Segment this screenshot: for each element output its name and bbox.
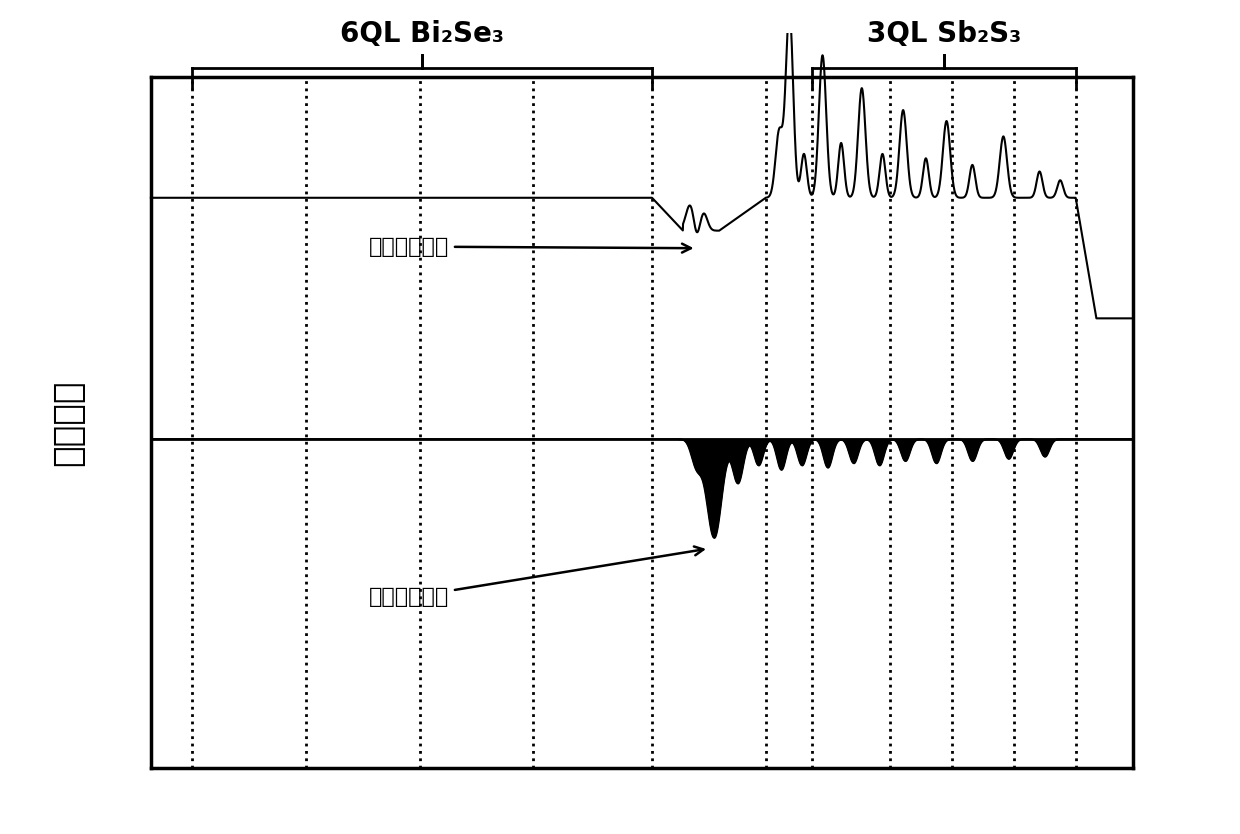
Text: 3QL Sb₂S₃: 3QL Sb₂S₃: [867, 20, 1021, 48]
Text: 电荷密度: 电荷密度: [51, 379, 86, 465]
Text: 自旋向下电子: 自旋向下电子: [370, 546, 703, 607]
Text: 自旋向上电子: 自旋向上电子: [370, 237, 691, 257]
Text: 6QL Bi₂Se₃: 6QL Bi₂Se₃: [340, 20, 505, 48]
